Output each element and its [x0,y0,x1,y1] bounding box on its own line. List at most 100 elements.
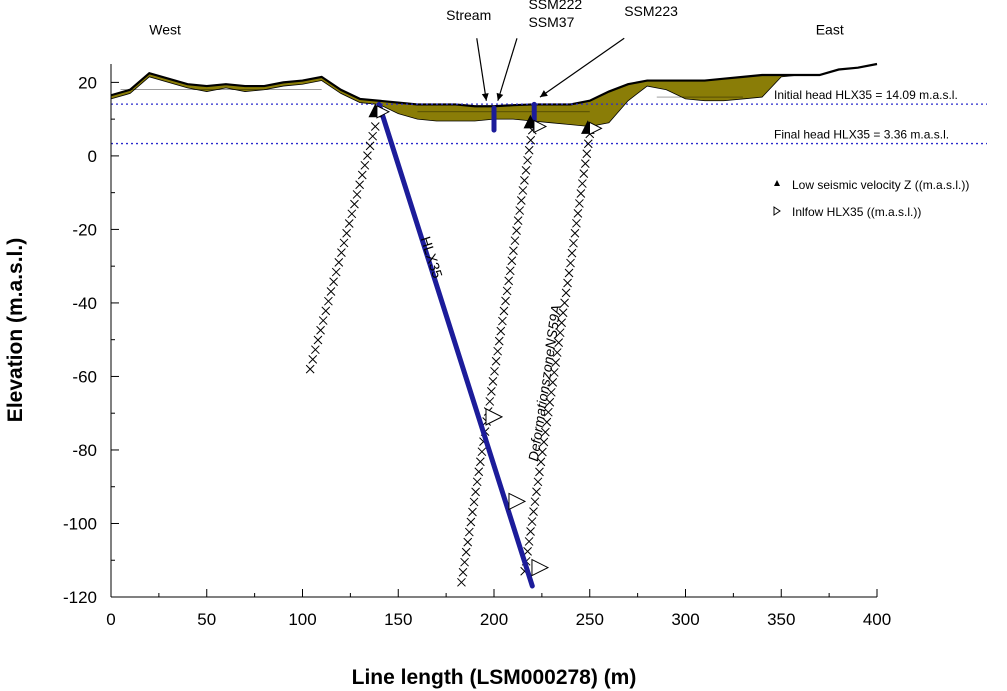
x-axis-title: Line length (LSM000278) (m) [352,666,637,689]
zone-hatch-mark [516,196,526,205]
zone-hatch-mark [551,358,561,367]
annotation-arrowhead [496,92,504,101]
zone-hatch-mark [357,170,367,180]
zone-hatch-mark [504,276,514,286]
zone-hatch-mark [532,487,541,497]
zone-hatch-mark [464,527,474,537]
zone-hatch-mark [494,336,504,346]
zone-hatch-mark [575,199,584,208]
inflow-marker [533,119,548,134]
annotation-arrowhead [539,90,548,98]
zone-hatch-mark [472,477,482,487]
annotation-arrow [539,37,625,98]
zone-hatch-mark [363,151,372,160]
zone-hatch-mark [580,159,590,169]
y-tick-label: -40 [72,294,97,313]
zone-hatch-mark [471,487,480,497]
zone-hatch-mark [515,206,525,215]
zone-hatch-mark [485,397,495,406]
zone-hatch-mark [526,135,536,145]
zone-hatch-mark [558,308,568,318]
legend-label: Inlfow HLX35 ((m.a.s.l.)) [792,205,921,219]
zone-hatch-mark [545,397,555,407]
deformation-zone [305,122,380,374]
zone-hatch-mark [560,298,569,308]
zone-hatch-mark [468,507,477,517]
zone-hatch-mark [542,417,552,427]
zone-hatch-mark [521,166,531,175]
zone-hatch-mark [539,437,549,447]
y-tick-label: -120 [63,588,97,607]
zone-hatch-mark [469,497,479,507]
x-tick-label: 200 [480,610,508,629]
zone-hatch-mark [347,209,357,219]
zone-hatch-mark [579,169,589,178]
zone-hatch-mark [337,248,346,257]
x-tick-label: 350 [767,610,795,629]
zone-hatch-mark [513,216,523,225]
borehole-hlx35 [376,101,535,589]
zone-hatch-mark [342,228,351,238]
low-velocity-marker [523,114,538,129]
zone-hatch-mark [548,378,558,387]
zone-hatch-mark [499,306,509,316]
zone-hatch-mark [518,186,528,195]
zone-hatch-mark [569,238,578,248]
zone-hatch-mark [543,407,553,417]
zone-hatch-mark [370,122,380,131]
plot-layer: Initial head HLX35 = 14.09 m.a.s.l. Final… [110,0,987,589]
y-tick-label: -100 [63,514,97,533]
zone-hatch-mark [368,131,378,141]
zone-hatch-mark [334,257,344,267]
zone-hatch-mark [493,346,503,356]
zone-hatch-mark [555,328,565,338]
borehole-label: HLX35 [418,234,446,280]
legend-marker-inflow [773,206,781,216]
zone-hatch-mark [552,348,562,357]
zone-hatch-mark [570,228,580,238]
zone-hatch-mark [561,288,571,298]
y-axis-title: Elevation (m.a.s.l.) [4,238,27,422]
zone-hatch-mark [477,447,487,457]
zone-hatch-mark [316,325,325,335]
zone-hatch-mark [321,306,331,316]
zone-hatch-mark [487,387,496,396]
zone-hatch-mark [360,160,370,170]
x-tick-label: 150 [384,610,412,629]
zone-hatch-mark [577,179,587,188]
zone-hatch-mark [474,467,484,477]
zone-hatch-mark [529,507,538,516]
zone-hatch-mark [365,141,375,151]
zone-hatch-mark [533,477,543,487]
head-level-label: Initial head HLX35 = 14.09 m.a.s.l. [774,88,958,102]
zone-hatch-mark [523,547,532,556]
x-tick-label: 300 [671,610,699,629]
inflow-marker [588,121,603,136]
zone-hatch-mark [572,218,581,228]
zone-hatch-mark [313,335,323,345]
zone-hatch-mark [496,326,506,336]
zone-hatch-mark [527,517,537,526]
zone-hatch-mark [524,537,534,546]
zone-hatch-mark [461,547,471,557]
zone-hatch-mark [566,258,575,268]
zone-hatch-mark [326,287,336,296]
zone-hatch-mark [530,497,540,507]
zone-hatch-mark [498,316,507,326]
y-tick-label: -80 [72,441,97,460]
annotation-arrowhead [481,93,489,101]
zone-hatch-mark [457,577,466,587]
y-tick-label: 20 [78,73,97,92]
inflow-marker [531,558,550,577]
zone-hatch-mark [523,155,532,165]
annotation-label: East [816,22,844,38]
y-tick-label: -60 [72,367,97,386]
inflow-marker [485,408,504,426]
zone-hatch-mark [458,567,468,577]
zone-hatch-mark [512,226,521,235]
zone-hatch-mark [311,345,320,355]
zone-hatch-mark [536,457,546,467]
zone-hatch-mark [505,266,515,276]
zone-hatch-mark [329,277,338,287]
